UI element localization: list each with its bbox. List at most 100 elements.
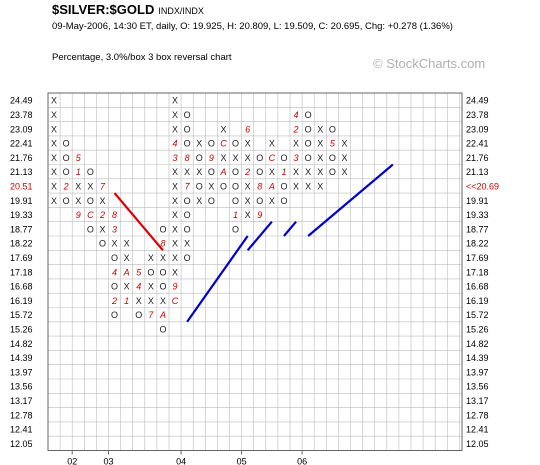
price-label-left: 16.68 xyxy=(10,282,33,292)
price-label-left: 14.82 xyxy=(10,339,33,349)
price-label-right: 18.77 xyxy=(466,224,489,234)
price-label-left: 12.41 xyxy=(10,425,33,435)
o-box: O xyxy=(111,253,118,263)
o-box: X xyxy=(184,167,190,177)
o-box: O xyxy=(159,267,166,277)
month-marker: 8 xyxy=(185,153,190,163)
price-label-left: 20.51 xyxy=(10,181,33,191)
o-box: O xyxy=(87,224,94,234)
month-marker: 2 xyxy=(111,296,117,306)
price-label-right: 12.78 xyxy=(466,410,489,420)
month-marker: 7 xyxy=(100,181,106,191)
x-box: O xyxy=(196,153,203,163)
x-box: X xyxy=(269,167,275,177)
price-label-left: 18.22 xyxy=(10,239,33,249)
o-box: O xyxy=(63,196,70,206)
price-label-left: 12.78 xyxy=(10,410,33,420)
month-marker: 4 xyxy=(136,282,141,292)
o-box: O xyxy=(256,196,263,206)
price-label-right: 16.68 xyxy=(466,282,489,292)
month-marker: 6 xyxy=(245,124,250,134)
o-box: O xyxy=(184,224,191,234)
x-box: X xyxy=(341,153,347,163)
price-label-left: 15.26 xyxy=(10,324,33,334)
month-marker: 4 xyxy=(112,267,117,277)
price-label-right: 24.49 xyxy=(466,96,489,106)
x-box: X xyxy=(220,124,226,134)
x-box: X xyxy=(99,196,105,206)
price-label-right: 18.22 xyxy=(466,239,489,249)
price-label-left: 17.69 xyxy=(10,253,33,263)
x-box: X xyxy=(196,139,202,149)
x-tick-label: 06 xyxy=(297,457,307,465)
chart-title: $SILVER:$GOLD INDX/INDX xyxy=(52,2,204,17)
o-box: O xyxy=(232,167,239,177)
price-label-left: 23.09 xyxy=(10,124,33,134)
month-marker: 7 xyxy=(185,181,191,191)
bullish-trendline xyxy=(307,163,394,237)
price-label-left: 24.49 xyxy=(10,96,33,106)
price-label-left: 21.76 xyxy=(10,153,33,163)
x-box: X xyxy=(293,167,299,177)
exchange-label: INDX/INDX xyxy=(158,6,204,16)
x-box: X xyxy=(51,167,57,177)
x-box: X xyxy=(245,196,251,206)
x-box: X xyxy=(293,181,299,191)
o-box: O xyxy=(305,153,312,163)
o-box: O xyxy=(329,167,336,177)
o-box: O xyxy=(208,167,215,177)
price-label-right: 19.33 xyxy=(466,210,489,220)
o-box: O xyxy=(184,124,191,134)
x-box: X xyxy=(317,139,323,149)
x-box: X xyxy=(148,253,154,263)
x-box: X xyxy=(172,224,178,234)
o-box: O xyxy=(280,196,287,206)
o-box: O xyxy=(280,153,287,163)
symbol: $SILVER:$GOLD xyxy=(52,2,155,17)
plot-frame xyxy=(47,92,463,451)
x-box: X xyxy=(172,196,178,206)
bullish-trendline xyxy=(283,220,297,237)
x-box: X xyxy=(220,153,226,163)
o-box: O xyxy=(280,181,287,191)
price-label-left: 15.72 xyxy=(10,310,33,320)
x-box: X xyxy=(51,124,57,134)
price-label-left: 13.56 xyxy=(10,382,33,392)
price-label-right: 13.56 xyxy=(466,382,489,392)
price-label-left: 23.78 xyxy=(10,110,33,120)
price-label-right: 23.78 xyxy=(466,110,489,120)
x-box: X xyxy=(148,282,154,292)
o-box: O xyxy=(159,282,166,292)
x-box: X xyxy=(51,153,57,163)
bearish-trendline xyxy=(113,192,164,252)
o-box: X xyxy=(87,181,93,191)
price-label-right: 13.97 xyxy=(466,367,489,377)
o-box: O xyxy=(329,153,336,163)
o-box: O xyxy=(111,282,118,292)
o-box: O xyxy=(135,310,142,320)
price-label-right: 16.19 xyxy=(466,296,489,306)
month-marker: 1 xyxy=(124,296,129,306)
o-box: X xyxy=(208,181,214,191)
price-label-right: 17.69 xyxy=(466,253,489,263)
o-box: X xyxy=(136,296,142,306)
price-label-right: 23.09 xyxy=(466,124,489,134)
month-marker: C xyxy=(172,296,179,306)
chart-subtitle: Percentage, 3.0%/box 3 box reversal char… xyxy=(52,52,232,63)
price-label-left: 12.05 xyxy=(10,439,33,449)
price-label-right: 17.18 xyxy=(466,267,489,277)
o-box: X xyxy=(160,296,166,306)
month-marker: 1 xyxy=(76,167,81,177)
month-marker: 8 xyxy=(257,181,262,191)
month-marker: A xyxy=(268,181,275,191)
month-marker: 9 xyxy=(76,210,81,220)
price-label-left: 16.19 xyxy=(10,296,33,306)
o-box: O xyxy=(87,196,94,206)
month-marker: 3 xyxy=(112,224,117,234)
month-marker: 1 xyxy=(281,167,286,177)
month-marker: 9 xyxy=(209,153,214,163)
x-box: X xyxy=(172,124,178,134)
month-marker: 5 xyxy=(136,267,142,277)
o-box: O xyxy=(184,210,191,220)
month-marker: A xyxy=(159,310,166,320)
